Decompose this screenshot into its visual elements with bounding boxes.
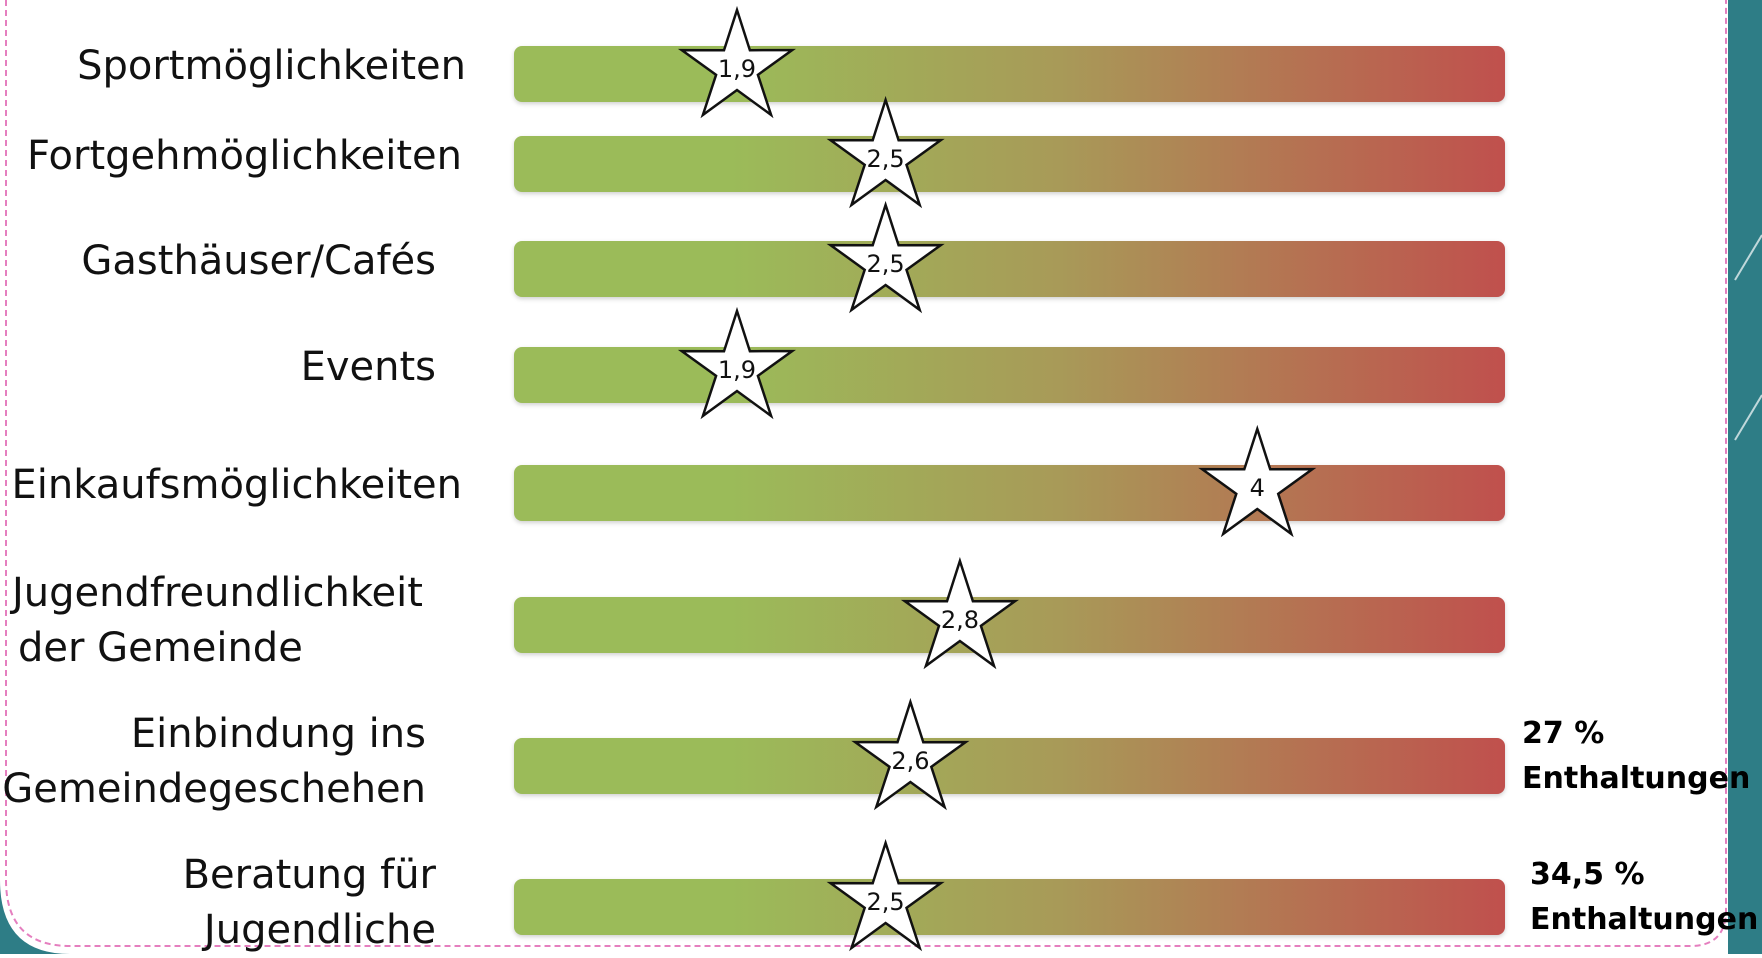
category-label-line: Gemeindegeschehen	[2, 766, 426, 812]
category-label-line: Beratung für	[182, 852, 436, 898]
category-label-line: Events	[300, 343, 436, 390]
rating-bar	[514, 347, 1505, 403]
star-marker	[1198, 424, 1317, 538]
abstention-note-line: Enthaltungen	[1530, 902, 1759, 937]
value-label: 2,5	[867, 250, 905, 278]
abstention-note: 27 % Enthaltungen	[1522, 711, 1750, 801]
star-marker	[826, 200, 945, 314]
star-marker	[677, 5, 796, 119]
star-marker	[900, 556, 1019, 670]
abstention-note: 34,5 % Enthaltungen	[1530, 852, 1758, 942]
value-label: 2,5	[867, 145, 905, 173]
abstention-note-line: 27 %	[1522, 716, 1605, 751]
category-label-line: Fortgehmöglichkeiten	[26, 132, 462, 179]
category-label-line: Gasthäuser/Cafés	[81, 237, 436, 284]
category-label: Fortgehmöglichkeiten	[27, 129, 462, 184]
abstention-note-line: 34,5 %	[1530, 857, 1645, 892]
category-label-line: Jugendliche	[203, 907, 436, 953]
frame-accent-slash-2	[1734, 394, 1762, 441]
category-label-line: Sportmöglichkeiten	[77, 42, 466, 89]
category-label: Sportmöglichkeiten	[77, 39, 466, 94]
rating-bar	[514, 241, 1505, 297]
rating-bar	[514, 136, 1505, 192]
category-label-line: Einbindung ins	[130, 711, 426, 757]
value-label: 2,8	[941, 606, 979, 634]
frame-accent-inner	[1728, 0, 1762, 954]
rating-bar	[514, 879, 1505, 935]
value-label: 2,5	[867, 888, 905, 916]
category-label: Einbindung ins Gemeindegeschehen	[2, 707, 426, 817]
value-label: 1,9	[718, 55, 756, 83]
category-label: Events	[301, 340, 436, 395]
rating-bar	[514, 597, 1505, 653]
rating-bar	[514, 46, 1505, 102]
rating-bar	[514, 465, 1505, 521]
category-label: Gasthäuser/Cafés	[81, 234, 436, 289]
abstention-note-line: Enthaltungen	[1522, 761, 1751, 796]
dashed-border	[5, 0, 1727, 947]
category-label: Jugendfreundlichkeit der Gemeinde	[12, 566, 423, 676]
star-marker	[826, 838, 945, 952]
category-label: Einkaufsmöglichkeiten	[12, 458, 463, 513]
category-label-line: Jugendfreundlichkeit	[12, 570, 423, 616]
value-label: 2,6	[891, 747, 929, 775]
rating-bar	[514, 738, 1505, 794]
frame-accent-bottom-left	[0, 880, 70, 954]
frame-accent-slash-1	[1734, 234, 1762, 281]
star-marker	[826, 95, 945, 209]
star-marker	[677, 306, 796, 420]
category-label-line: der Gemeinde	[18, 625, 303, 671]
category-label: Beratung für Jugendliche	[183, 848, 436, 958]
value-label: 1,9	[718, 356, 756, 384]
value-label: 4	[1250, 474, 1265, 502]
category-label-line: Einkaufsmöglichkeiten	[11, 461, 463, 508]
star-marker	[851, 697, 970, 811]
